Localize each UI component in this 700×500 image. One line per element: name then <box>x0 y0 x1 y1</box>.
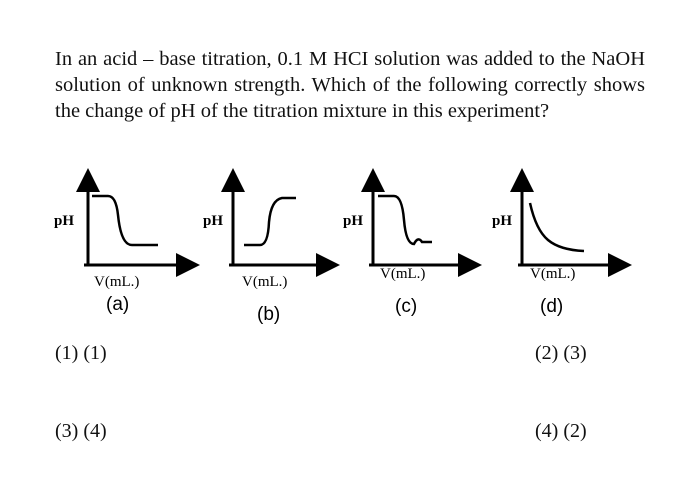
y-label: pH <box>492 213 512 229</box>
x-label: V(mL.) <box>530 266 575 282</box>
y-label: pH <box>203 213 223 229</box>
figure-b: pH V(mL.) (b) <box>203 168 340 325</box>
x-label: V(mL.) <box>242 274 287 290</box>
option: (1) (1) <box>55 342 107 364</box>
question-text: In an acid – base titration, 0.1 M HCI s… <box>55 48 645 122</box>
caption: (b) <box>257 304 280 325</box>
option: (4) (2) <box>535 420 587 442</box>
x-label: V(mL.) <box>380 266 425 282</box>
option: (3) (4) <box>55 420 107 442</box>
caption: (c) <box>395 296 417 317</box>
caption: (d) <box>540 296 563 317</box>
figure-d: pH V(mL.) (d) <box>492 168 632 317</box>
figure-c: pH V(mL.) (c) <box>343 168 482 317</box>
y-label: pH <box>54 213 74 229</box>
y-label: pH <box>343 213 363 229</box>
caption: (a) <box>106 294 129 315</box>
figure-a: pH V(mL.) (a) <box>54 168 200 315</box>
x-label: V(mL.) <box>94 274 139 290</box>
option: (2) (3) <box>535 342 587 364</box>
